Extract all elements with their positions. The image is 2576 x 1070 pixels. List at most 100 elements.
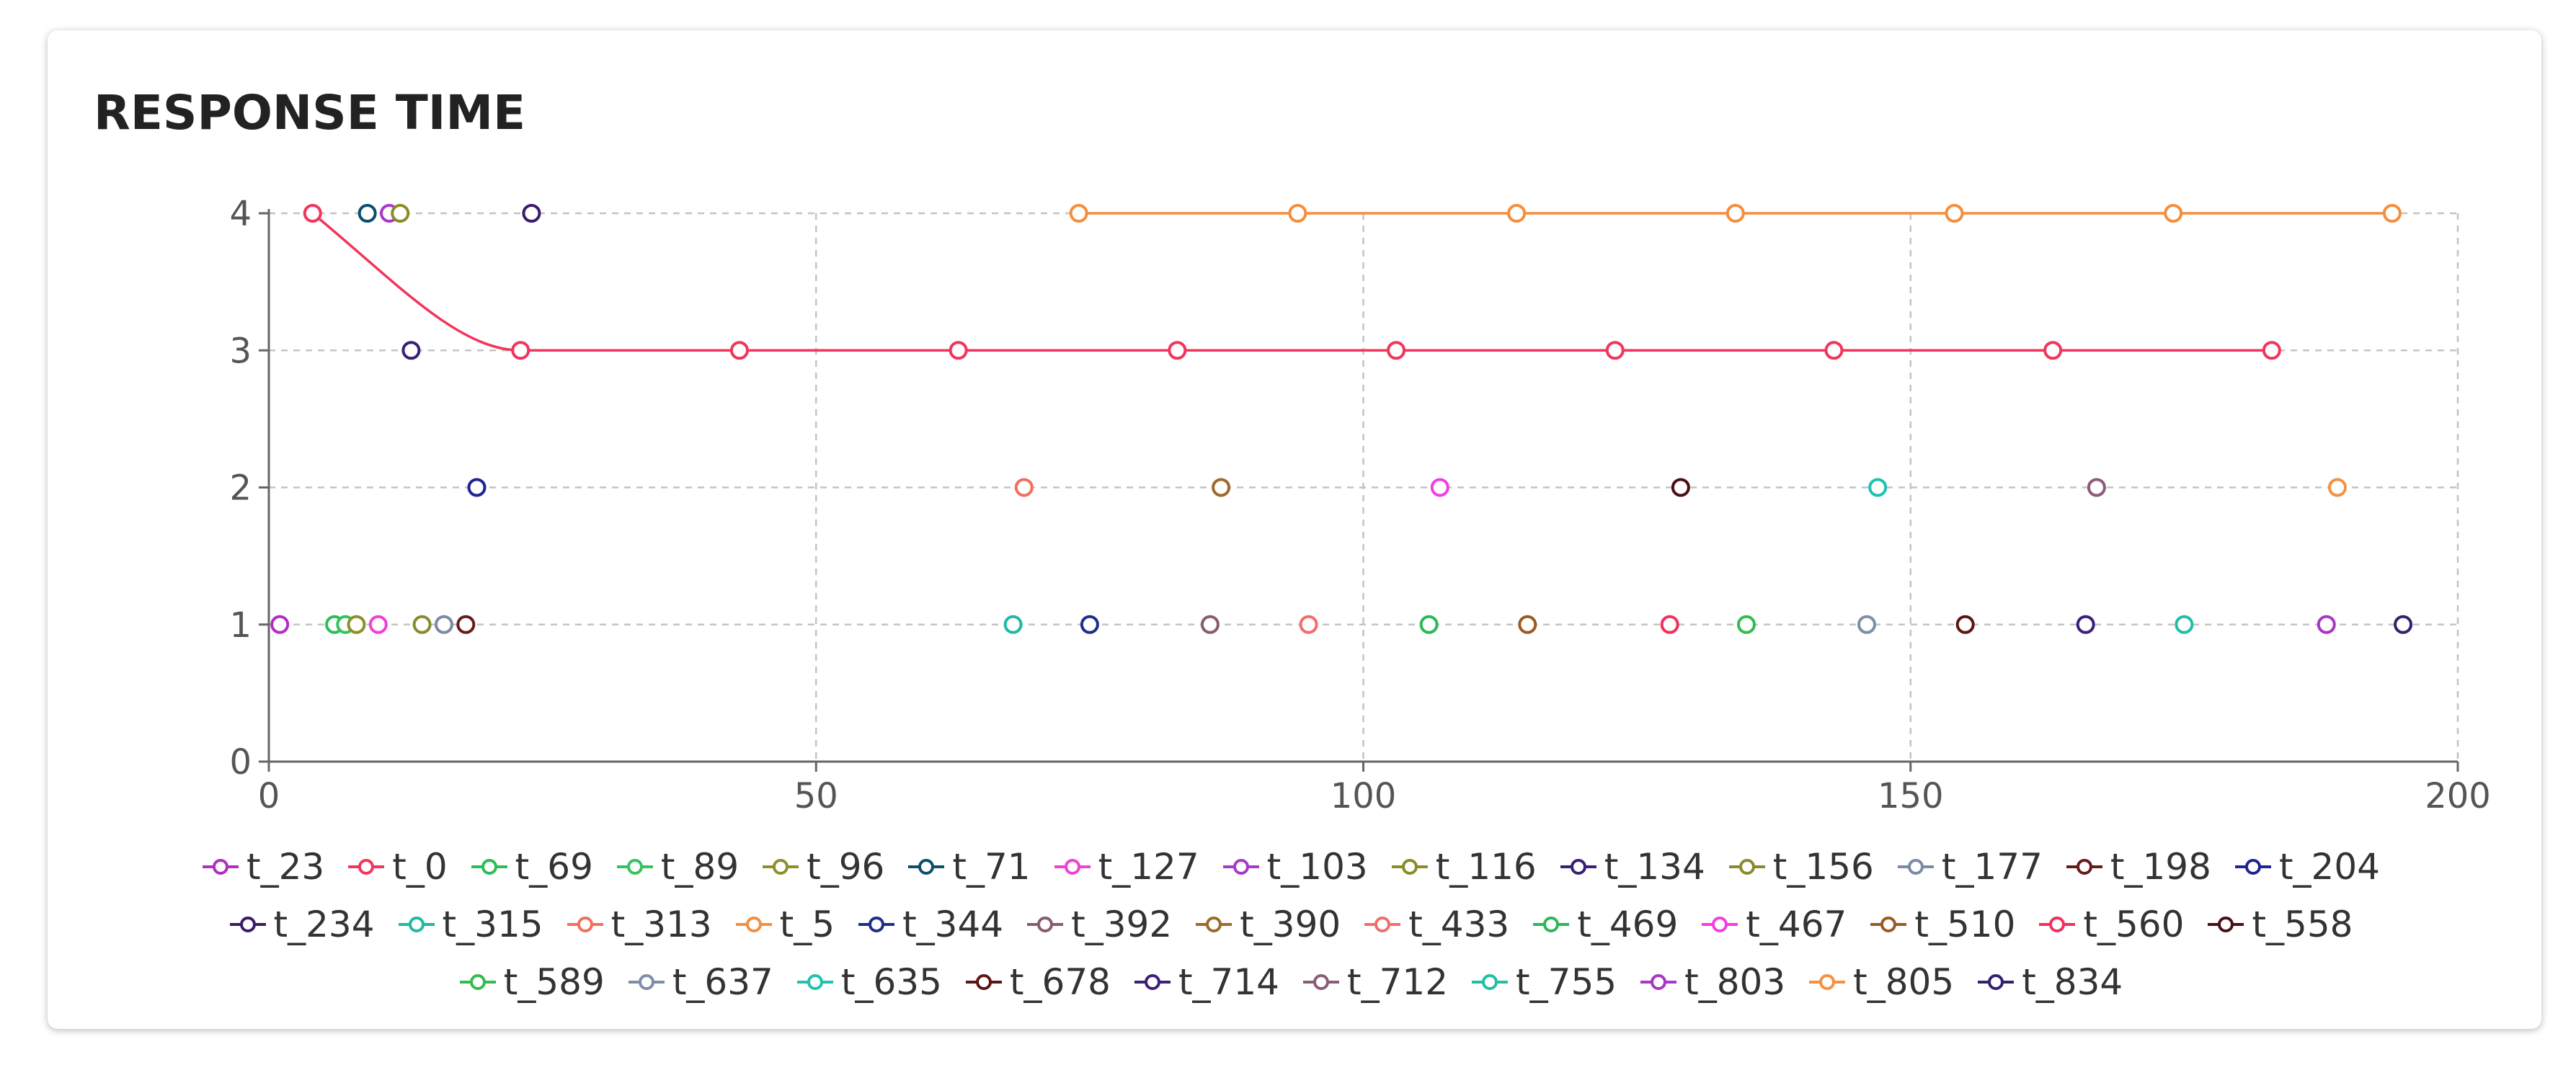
legend-item-t-589[interactable]: t_589 bbox=[458, 961, 605, 1003]
legend-item-t-637[interactable]: t_637 bbox=[626, 961, 773, 1003]
legend-label: t_712 bbox=[1347, 961, 1449, 1003]
data-point-t-71[interactable] bbox=[357, 204, 377, 223]
legend-item-t-467[interactable]: t_467 bbox=[1700, 904, 1847, 945]
legend-marker-icon bbox=[229, 917, 266, 932]
data-point-t-198[interactable] bbox=[456, 615, 476, 634]
legend-item-t-433[interactable]: t_433 bbox=[1362, 904, 1509, 945]
data-point-t-0[interactable] bbox=[1387, 341, 1406, 360]
legend-item-t-510[interactable]: t_510 bbox=[1868, 904, 2015, 945]
legend-item-t-116[interactable]: t_116 bbox=[1390, 846, 1537, 888]
legend-label: t_313 bbox=[610, 904, 712, 945]
legend-label: t_0 bbox=[392, 846, 448, 888]
data-point-t-5[interactable] bbox=[2382, 204, 2402, 223]
data-point-t-5[interactable] bbox=[2164, 204, 2183, 223]
legend-label: t_390 bbox=[1240, 904, 1341, 945]
data-point-t-635[interactable] bbox=[1868, 478, 1888, 497]
legend-marker-icon bbox=[1134, 974, 1171, 990]
data-point-t-0[interactable] bbox=[1824, 341, 1844, 360]
legend-item-t-678[interactable]: t_678 bbox=[964, 961, 1111, 1003]
legend-item-t-755[interactable]: t_755 bbox=[1470, 961, 1617, 1003]
data-point-t-5[interactable] bbox=[1288, 204, 1307, 223]
data-point-t-510[interactable] bbox=[1518, 615, 1537, 634]
legend-item-t-558[interactable]: t_558 bbox=[2206, 904, 2353, 945]
legend-item-t-89[interactable]: t_89 bbox=[615, 846, 739, 888]
legend-item-t-69[interactable]: t_69 bbox=[469, 846, 593, 888]
data-point-t-714[interactable] bbox=[2076, 615, 2095, 634]
data-point-t-313[interactable] bbox=[1014, 478, 1034, 497]
legend-item-t-834[interactable]: t_834 bbox=[1976, 961, 2123, 1003]
legend-item-t-103[interactable]: t_103 bbox=[1221, 846, 1368, 888]
x-tick-label: 200 bbox=[2425, 776, 2491, 816]
legend-item-t-392[interactable]: t_392 bbox=[1025, 904, 1172, 945]
data-point-t-0[interactable] bbox=[303, 204, 322, 223]
legend-item-t-313[interactable]: t_313 bbox=[565, 904, 712, 945]
data-point-t-433[interactable] bbox=[1299, 615, 1318, 634]
legend-item-t-198[interactable]: t_198 bbox=[2064, 846, 2211, 888]
legend-item-t-803[interactable]: t_803 bbox=[1638, 961, 1785, 1003]
data-point-t-637[interactable] bbox=[1857, 615, 1877, 634]
legend-item-t-714[interactable]: t_714 bbox=[1132, 961, 1279, 1003]
legend-marker-icon bbox=[1728, 859, 1765, 875]
data-point-t-589[interactable] bbox=[1736, 615, 1756, 634]
legend-item-t-5[interactable]: t_5 bbox=[734, 904, 835, 945]
data-point-t-5[interactable] bbox=[1069, 204, 1088, 223]
legend-item-t-0[interactable]: t_0 bbox=[346, 846, 448, 888]
legend-item-t-315[interactable]: t_315 bbox=[396, 904, 543, 945]
legend-item-t-469[interactable]: t_469 bbox=[1531, 904, 1678, 945]
legend-row: t_589 t_637 t_635 t_678 t_714 t_712 t_755 t_803… bbox=[79, 953, 2501, 1011]
data-point-t-0[interactable] bbox=[2262, 341, 2281, 360]
legend-item-t-23[interactable]: t_23 bbox=[200, 846, 324, 888]
data-point-t-560[interactable] bbox=[1660, 615, 1679, 634]
data-point-t-712[interactable] bbox=[2087, 478, 2106, 497]
data-point-t-467[interactable] bbox=[1430, 478, 1449, 497]
data-point-t-127[interactable] bbox=[368, 615, 388, 634]
data-point-t-5[interactable] bbox=[1507, 204, 1527, 223]
data-point-t-0[interactable] bbox=[729, 341, 749, 360]
data-point-t-116[interactable] bbox=[391, 204, 410, 223]
data-point-t-469[interactable] bbox=[1419, 615, 1439, 634]
data-point-t-805[interactable] bbox=[2327, 478, 2347, 497]
data-point-t-0[interactable] bbox=[2043, 341, 2063, 360]
data-point-t-755[interactable] bbox=[2175, 615, 2194, 634]
data-point-t-204[interactable] bbox=[467, 478, 487, 497]
data-point-t-0[interactable] bbox=[1168, 341, 1187, 360]
data-point-t-5[interactable] bbox=[1726, 204, 1745, 223]
data-point-t-134[interactable] bbox=[401, 341, 421, 360]
legend-item-t-805[interactable]: t_805 bbox=[1807, 961, 1954, 1003]
data-point-t-678[interactable] bbox=[1955, 615, 1975, 634]
legend-item-t-204[interactable]: t_204 bbox=[2233, 846, 2380, 888]
data-point-t-96[interactable] bbox=[347, 615, 366, 634]
legend-item-t-134[interactable]: t_134 bbox=[1558, 846, 1705, 888]
data-point-t-344[interactable] bbox=[1080, 615, 1099, 634]
legend-item-t-390[interactable]: t_390 bbox=[1194, 904, 1341, 945]
legend-label: t_635 bbox=[840, 961, 942, 1003]
legend-item-t-177[interactable]: t_177 bbox=[1896, 846, 2043, 888]
data-point-t-0[interactable] bbox=[511, 341, 530, 360]
legend-item-t-635[interactable]: t_635 bbox=[795, 961, 942, 1003]
legend-label: t_204 bbox=[2278, 846, 2380, 888]
legend-item-t-156[interactable]: t_156 bbox=[1727, 846, 1874, 888]
data-point-t-23[interactable] bbox=[270, 615, 290, 634]
legend-label: t_510 bbox=[1914, 904, 2016, 945]
legend-item-t-127[interactable]: t_127 bbox=[1052, 846, 1199, 888]
legend-item-t-712[interactable]: t_712 bbox=[1301, 961, 1448, 1003]
data-point-t-392[interactable] bbox=[1200, 615, 1220, 634]
data-point-t-390[interactable] bbox=[1212, 478, 1231, 497]
data-point-t-177[interactable] bbox=[434, 615, 453, 634]
legend-label: t_156 bbox=[1772, 846, 1874, 888]
legend-item-t-560[interactable]: t_560 bbox=[2037, 904, 2184, 945]
data-point-t-234[interactable] bbox=[522, 204, 541, 223]
data-point-t-834[interactable] bbox=[2394, 615, 2413, 634]
legend-item-t-96[interactable]: t_96 bbox=[760, 846, 884, 888]
legend-item-t-234[interactable]: t_234 bbox=[228, 904, 375, 945]
data-point-t-0[interactable] bbox=[949, 341, 968, 360]
data-point-t-315[interactable] bbox=[1003, 615, 1023, 634]
data-point-t-0[interactable] bbox=[1605, 341, 1625, 360]
data-point-t-803[interactable] bbox=[2317, 615, 2336, 634]
legend-marker-icon bbox=[616, 859, 653, 875]
data-point-t-156[interactable] bbox=[412, 615, 432, 634]
legend-item-t-71[interactable]: t_71 bbox=[906, 846, 1031, 888]
legend-item-t-344[interactable]: t_344 bbox=[856, 904, 1003, 945]
data-point-t-5[interactable] bbox=[1945, 204, 1964, 223]
data-point-t-558[interactable] bbox=[1671, 478, 1690, 497]
